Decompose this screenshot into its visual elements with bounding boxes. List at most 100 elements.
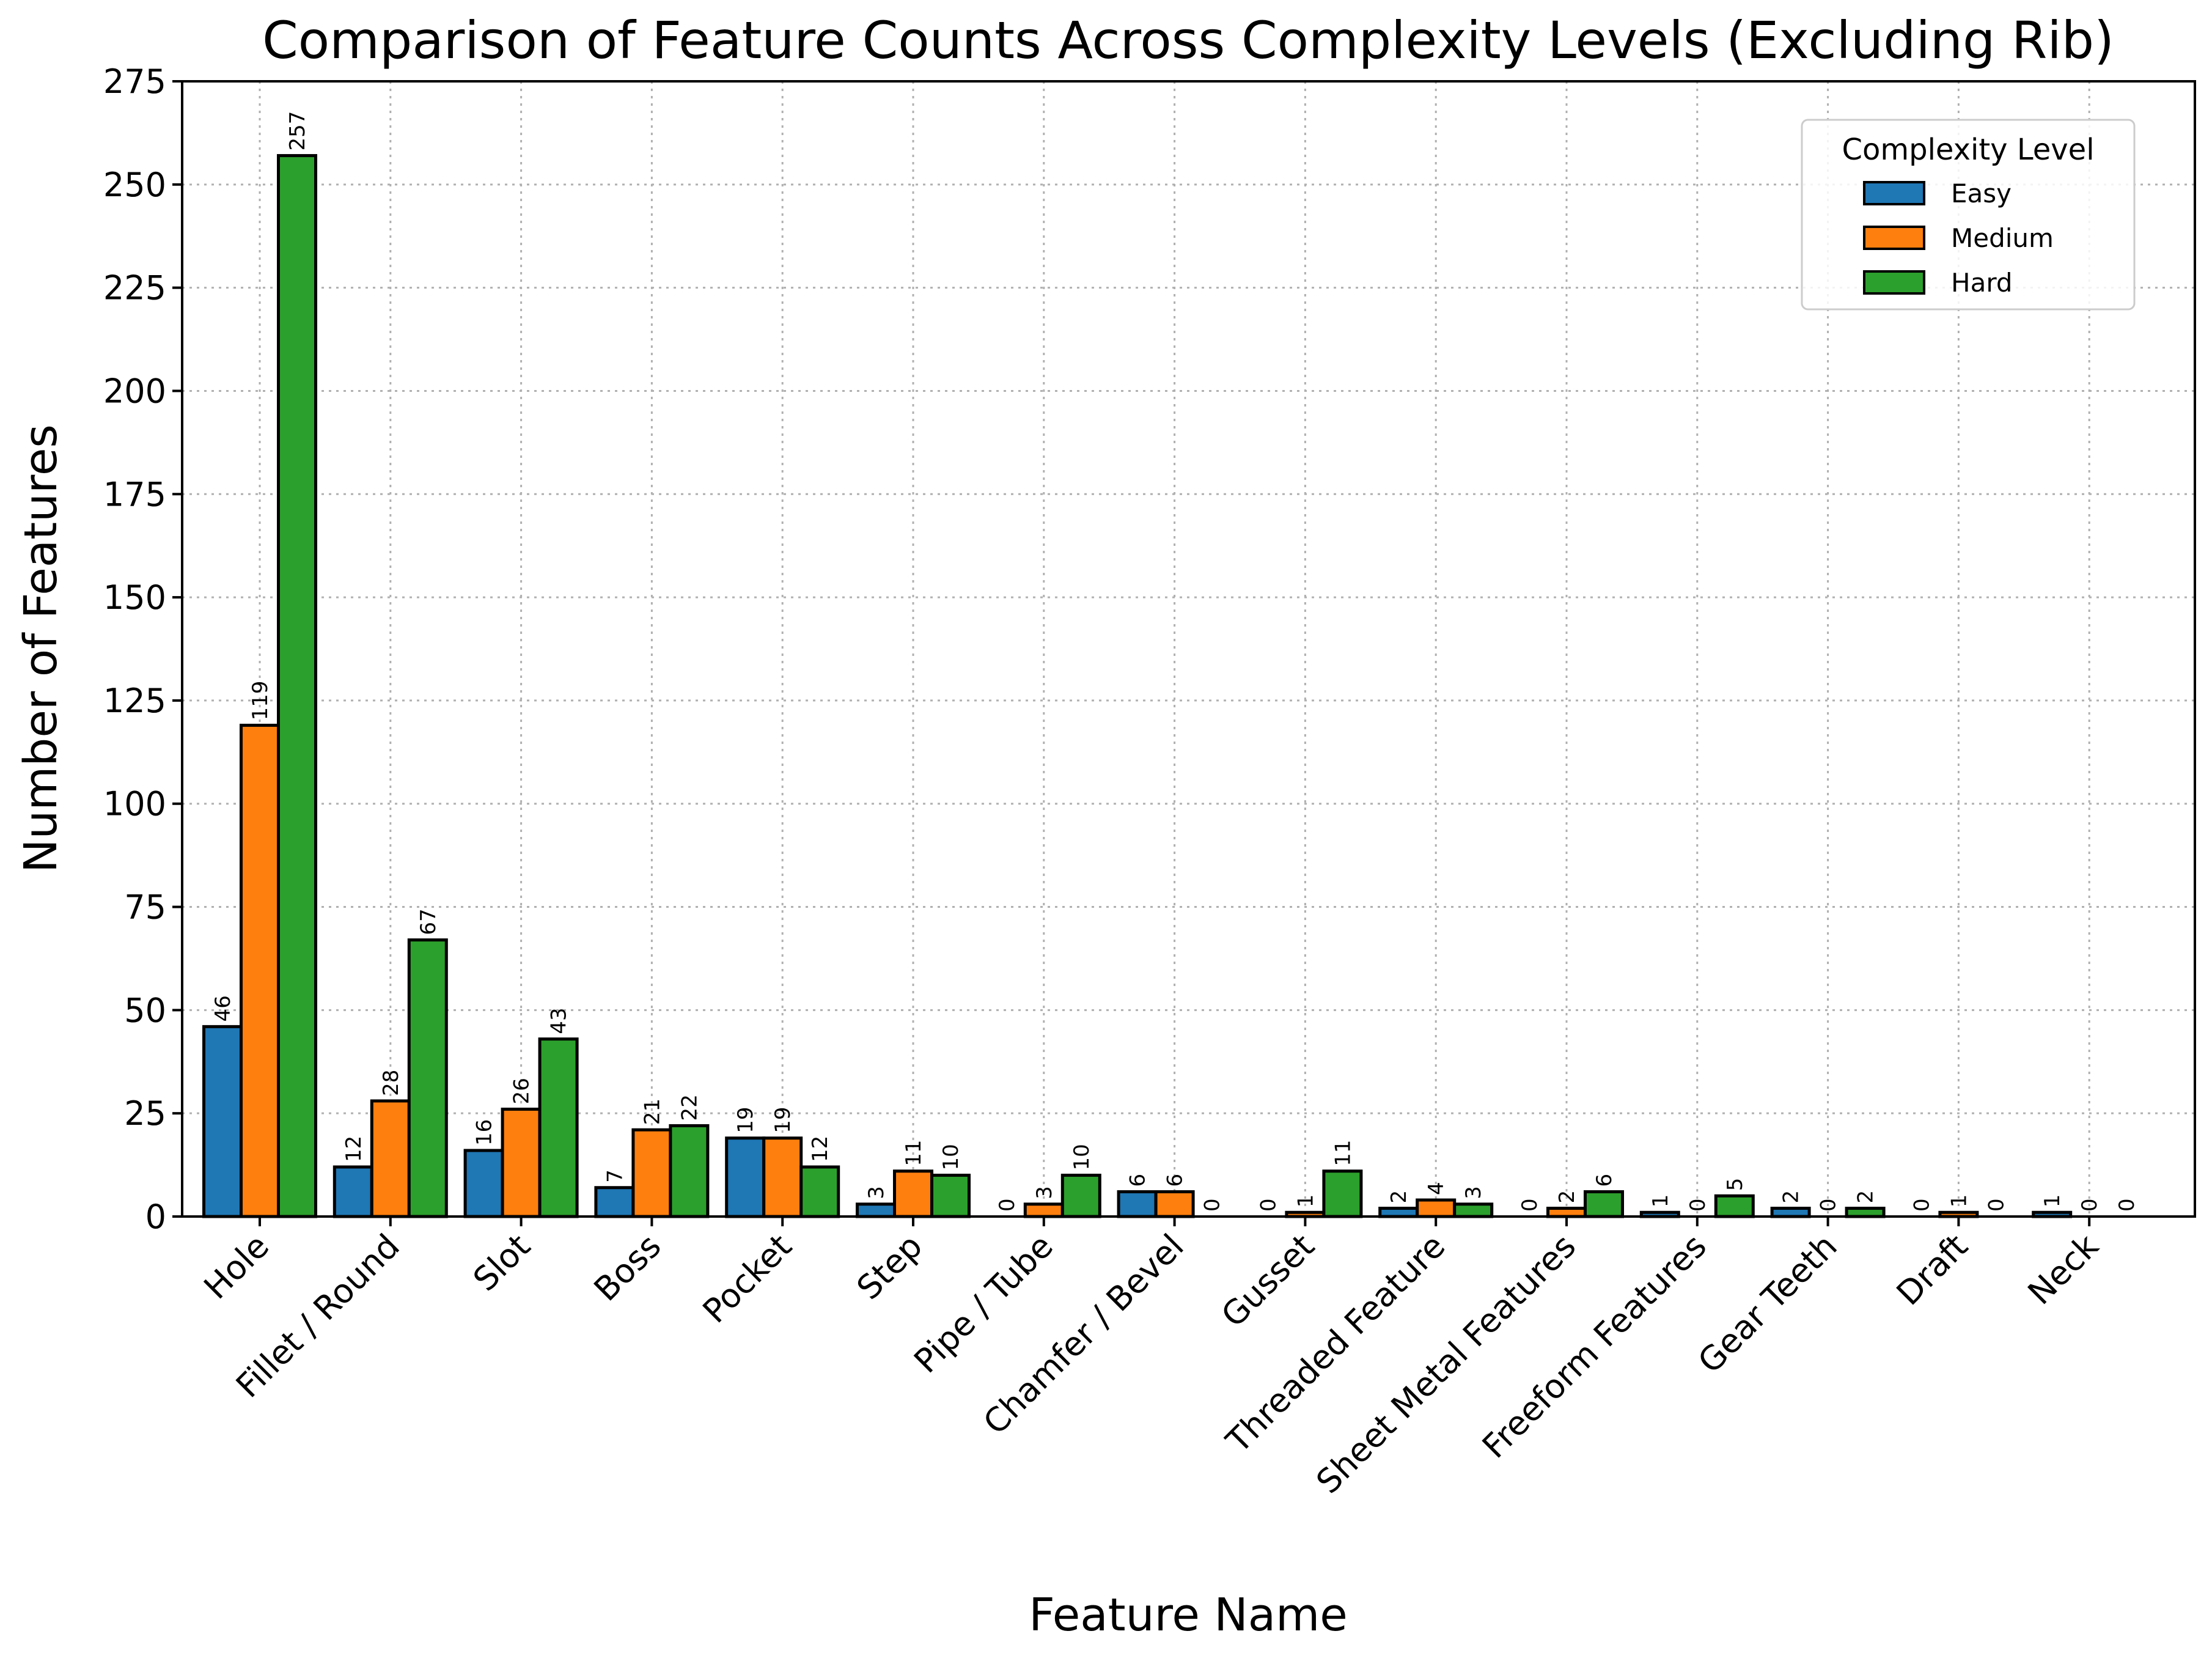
- data-label: 119: [248, 681, 273, 721]
- bar: [202, 1025, 243, 1218]
- bar: [538, 1037, 579, 1218]
- data-label: 28: [379, 1070, 403, 1096]
- data-label: 5: [1723, 1178, 1747, 1191]
- x-tick-label: Draft: [1889, 1227, 1975, 1313]
- bar: [463, 1149, 504, 1218]
- bar-groups: [202, 154, 2073, 1218]
- bar: [1154, 1190, 1195, 1218]
- data-label: 2: [1555, 1190, 1579, 1204]
- x-tick-label: Freeform Features: [1475, 1227, 1714, 1466]
- data-label: 26: [510, 1078, 534, 1104]
- y-tick-label: 50: [124, 991, 166, 1029]
- data-label: 6: [1126, 1174, 1150, 1187]
- bar: [631, 1128, 672, 1218]
- data-label: 67: [416, 908, 441, 935]
- data-label: 0: [1518, 1198, 1542, 1212]
- data-label: 0: [1984, 1198, 2008, 1212]
- data-label: 19: [771, 1106, 795, 1133]
- y-tick-label: 100: [103, 785, 166, 823]
- bar: [856, 1202, 896, 1218]
- x-tick-label: Gusset: [1214, 1227, 1322, 1335]
- data-label: 0: [2115, 1198, 2139, 1212]
- data-label: 43: [547, 1007, 571, 1034]
- data-label: 3: [1032, 1186, 1057, 1199]
- data-label: 0: [1686, 1198, 1710, 1212]
- y-tick-label: 225: [103, 269, 166, 307]
- y-tick-label: 275: [103, 62, 166, 101]
- x-tick-label: Slot: [466, 1227, 538, 1299]
- bar-series-hard: [277, 154, 1886, 1218]
- y-tick-label: 25: [124, 1094, 166, 1133]
- x-tick-label: Threaded Feature: [1218, 1227, 1452, 1461]
- bar-series-medium: [240, 723, 1979, 1218]
- bar: [1322, 1169, 1363, 1218]
- bar: [1378, 1206, 1419, 1218]
- data-label: 2: [1854, 1190, 1878, 1204]
- data-label: 7: [603, 1169, 627, 1183]
- data-label: 12: [342, 1136, 366, 1162]
- x-tick-label: Boss: [587, 1227, 669, 1309]
- bar: [930, 1173, 971, 1218]
- bar: [1060, 1173, 1101, 1218]
- x-axis-label: Feature Name: [1029, 1589, 1347, 1641]
- bar: [893, 1169, 933, 1218]
- data-label: 6: [1592, 1174, 1617, 1187]
- data-label: 0: [1200, 1198, 1225, 1212]
- data-label: 11: [1331, 1139, 1355, 1166]
- data-label: 6: [1163, 1174, 1188, 1187]
- y-tick-label: 150: [103, 578, 166, 617]
- data-label: 0: [1909, 1198, 1934, 1212]
- bar: [277, 154, 317, 1218]
- data-label: 2: [1779, 1190, 1804, 1204]
- x-tick-label: Step: [850, 1227, 930, 1307]
- data-label: 1: [1947, 1195, 1971, 1208]
- legend-label-easy: Easy: [1951, 179, 2012, 208]
- data-label: 16: [472, 1119, 497, 1146]
- bar: [1714, 1194, 1755, 1218]
- bar: [1416, 1198, 1457, 1218]
- legend-swatch-hard: [1863, 270, 1925, 295]
- data-label: 2: [1387, 1190, 1411, 1204]
- data-label: 19: [733, 1106, 758, 1133]
- data-label: 0: [995, 1198, 1020, 1212]
- data-label: 4: [1424, 1182, 1449, 1195]
- y-tick-label: 75: [124, 888, 166, 927]
- bar: [1584, 1190, 1624, 1218]
- bar: [370, 1099, 411, 1218]
- legend-swatch-easy: [1863, 181, 1925, 205]
- data-label: 3: [1461, 1186, 1486, 1199]
- data-label: 1: [1293, 1195, 1318, 1208]
- bar: [1117, 1190, 1158, 1218]
- bar: [1023, 1202, 1064, 1218]
- data-label: 10: [939, 1144, 963, 1170]
- data-label: 46: [211, 995, 235, 1022]
- bar: [725, 1136, 766, 1218]
- y-axis-label: Number of Features: [15, 424, 67, 873]
- legend-label-hard: Hard: [1951, 268, 2013, 298]
- bar: [669, 1124, 710, 1218]
- data-label: 1: [1648, 1195, 1673, 1208]
- bar: [1845, 1206, 1886, 1218]
- y-tick-label: 250: [103, 166, 166, 204]
- y-tick-label: 0: [145, 1198, 166, 1236]
- bar: [1453, 1202, 1494, 1218]
- x-tick-label: Gear Teeth: [1691, 1227, 1845, 1381]
- legend-swatch-medium: [1863, 226, 1925, 250]
- bar: [762, 1136, 803, 1218]
- bar: [333, 1165, 373, 1218]
- legend-label-medium: Medium: [1951, 223, 2054, 253]
- bar: [799, 1165, 840, 1218]
- y-tick-label: 125: [103, 682, 166, 720]
- chart-title: Comparison of Feature Counts Across Comp…: [262, 10, 2114, 70]
- bar: [240, 723, 280, 1218]
- data-label: 0: [2078, 1198, 2102, 1212]
- bar: [594, 1186, 635, 1218]
- bar: [1546, 1206, 1587, 1218]
- data-label: 11: [902, 1139, 926, 1166]
- x-tick-label: Neck: [2021, 1226, 2106, 1312]
- x-tick-label: Hole: [196, 1227, 276, 1307]
- bar: [1770, 1206, 1811, 1218]
- data-label: 3: [864, 1186, 889, 1199]
- y-tick-label: 175: [103, 475, 166, 514]
